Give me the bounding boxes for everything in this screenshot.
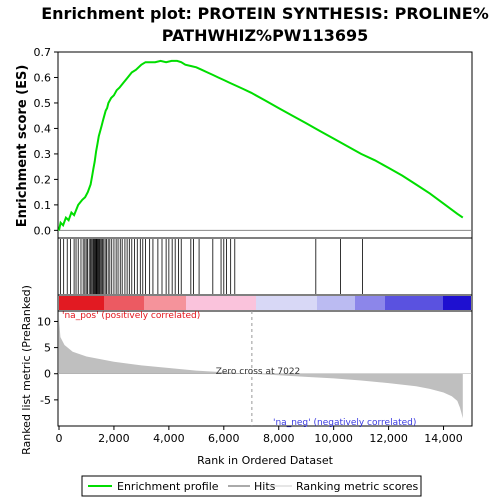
colorbar-segments: [59, 296, 471, 310]
es-y-tick-label: 0.3: [34, 148, 52, 161]
enrichment-profile-line: [58, 59, 464, 231]
es-y-tick-label: 0.1: [34, 199, 52, 212]
chart-title-line-2: PATHWHIZ%PW113695: [162, 26, 369, 45]
colorbar-segment: [186, 296, 256, 310]
colorbar-segment: [59, 296, 104, 310]
legend-hits-label: Hits: [254, 480, 276, 493]
x-tick-label: 6,000: [208, 432, 240, 445]
metric-y-tick-label: 5: [44, 342, 51, 355]
metric-y-axis-label: Ranked list metric (PreRanked): [20, 285, 33, 455]
x-axis: 0 2,000 4,000 6,000 8,000 10,000 12,000 14,000: [56, 426, 463, 445]
es-y-axis-label: Enrichment score (ES): [15, 65, 30, 228]
zero-cross-label: Zero cross at 7022: [216, 367, 301, 377]
x-tick-label: 10,000: [314, 432, 353, 445]
colorbar-segment: [385, 296, 443, 310]
colorbar-segment: [317, 296, 355, 310]
metric-y-axis: -5 0 5 10: [37, 315, 58, 407]
x-tick-label: 12,000: [369, 432, 408, 445]
colorbar-segment: [144, 296, 186, 310]
es-y-tick-label: 0.0: [34, 224, 52, 237]
legend-box: [81, 475, 422, 497]
es-y-tick-label: 0.2: [34, 173, 52, 186]
x-tick-label: 14,000: [424, 432, 463, 445]
metric-y-tick-label: 10: [37, 315, 51, 328]
colorbar-segment: [256, 296, 317, 310]
hit-lines: [59, 239, 363, 294]
chart-title-line-1: Enrichment plot: PROTEIN SYNTHESIS: PROL…: [41, 4, 489, 23]
colorbar-segment: [355, 296, 385, 310]
colorbar-segment: [443, 296, 471, 310]
neg-correlation-label: 'na_neg' (negatively correlated): [273, 418, 416, 428]
x-tick-label: 0: [56, 432, 63, 445]
legend-enrichment-label: Enrichment profile: [117, 480, 219, 493]
metric-y-tick-label: -5: [40, 394, 51, 407]
es-y-tick-label: 0.6: [34, 71, 52, 84]
es-y-tick-label: 0.7: [34, 46, 52, 59]
x-tick-label: 8,000: [263, 432, 295, 445]
ranking-metric-area: [59, 318, 463, 419]
enrichment-panel: [57, 51, 473, 239]
pos-correlation-label: 'na_pos' (positively correlated): [62, 311, 200, 321]
x-tick-label: 2,000: [98, 432, 130, 445]
x-axis-label: Rank in Ordered Dataset: [197, 454, 334, 467]
es-y-axis: 0.0 0.1 0.2 0.3 0.4 0.5 0.6 0.7: [34, 46, 58, 237]
es-y-tick-label: 0.5: [34, 97, 52, 110]
legend-metric-label: Ranking metric scores: [296, 480, 418, 493]
colorbar-segment: [104, 296, 144, 310]
x-tick-label: 4,000: [153, 432, 185, 445]
es-y-tick-label: 0.4: [34, 122, 52, 135]
metric-y-tick-label: 0: [44, 368, 51, 381]
